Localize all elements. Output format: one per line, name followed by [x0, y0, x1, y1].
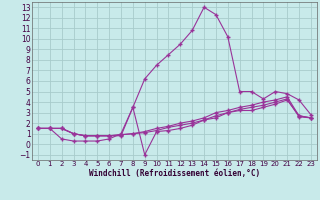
X-axis label: Windchill (Refroidissement éolien,°C): Windchill (Refroidissement éolien,°C) — [89, 169, 260, 178]
